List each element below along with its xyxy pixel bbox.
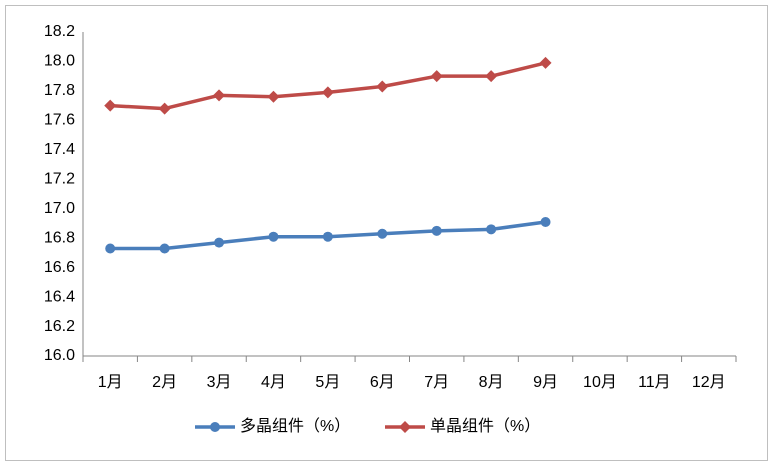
- legend-label: 多晶组件（%）: [240, 417, 350, 435]
- x-tick-label: 2月: [152, 374, 177, 391]
- legend-label: 单晶组件（%）: [430, 417, 540, 435]
- marker: [399, 421, 411, 433]
- marker: [431, 225, 442, 236]
- marker: [486, 224, 497, 235]
- x-tick-label: 12月: [692, 374, 726, 391]
- x-tick-label: 4月: [261, 374, 286, 391]
- y-tick-label: 18.2: [44, 23, 75, 40]
- y-tick-label: 17.6: [44, 112, 75, 129]
- marker: [485, 70, 498, 83]
- marker: [105, 243, 116, 254]
- y-tick-label: 16.6: [44, 259, 75, 276]
- y-tick-label: 17.8: [44, 82, 75, 99]
- y-tick-label: 17.4: [44, 141, 75, 158]
- x-tick-label: 6月: [370, 374, 395, 391]
- y-tick-label: 16.4: [44, 288, 75, 305]
- marker: [321, 86, 334, 99]
- x-tick-label: 5月: [315, 374, 340, 391]
- marker: [104, 99, 117, 112]
- x-tick-label: 10月: [583, 374, 617, 391]
- marker: [322, 231, 333, 242]
- marker: [210, 422, 220, 432]
- x-tick-label: 3月: [207, 374, 232, 391]
- y-tick-label: 17.0: [44, 200, 75, 217]
- x-tick-label: 1月: [98, 374, 123, 391]
- x-tick-label: 8月: [479, 374, 504, 391]
- marker: [213, 89, 226, 102]
- marker: [214, 237, 225, 248]
- y-tick-label: 16.2: [44, 318, 75, 335]
- x-tick-label: 9月: [533, 374, 558, 391]
- marker: [540, 216, 551, 227]
- marker: [430, 70, 443, 83]
- y-tick-label: 18.0: [44, 53, 75, 70]
- marker: [158, 102, 171, 115]
- marker: [377, 228, 388, 239]
- y-tick-label: 17.2: [44, 170, 75, 187]
- marker: [267, 90, 280, 103]
- marker: [376, 80, 389, 93]
- y-tick-label: 16.0: [44, 347, 75, 364]
- marker: [159, 243, 170, 254]
- marker: [268, 231, 279, 242]
- x-tick-label: 11月: [638, 374, 671, 391]
- marker: [539, 56, 552, 69]
- y-tick-label: 16.8: [44, 229, 75, 246]
- x-tick-label: 7月: [424, 374, 449, 391]
